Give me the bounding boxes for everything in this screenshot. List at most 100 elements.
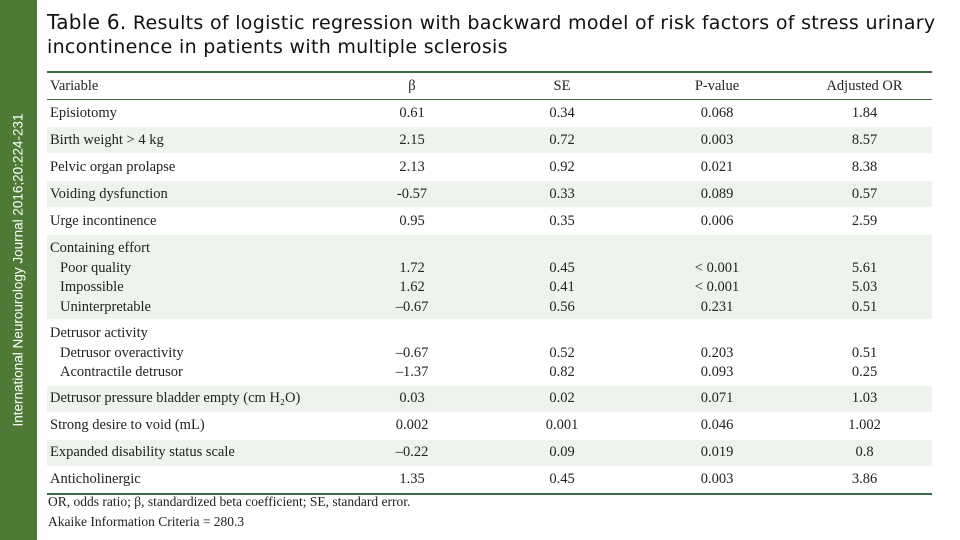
journal-citation: International Neurourology Journal 2016;…: [10, 113, 26, 427]
cell-beta: 0.03: [399, 390, 425, 406]
cell-beta: 0.95: [399, 212, 425, 229]
sub-value: < 0.001: [694, 279, 740, 295]
cell-or: 8.57: [851, 131, 878, 148]
cell-se: 0.34: [549, 104, 575, 121]
cell-se: 0.45 0.41 0.56: [487, 235, 637, 320]
table-row: Voiding dysfunction -0.57 0.33 0.089 0.57: [47, 180, 932, 208]
sub-value: 0.093: [700, 364, 734, 380]
sub-value: 0.82: [549, 364, 575, 380]
spacer: [797, 324, 932, 344]
sub-value: 0.45: [549, 259, 575, 276]
sub-value: 0.41: [549, 279, 575, 295]
cell-or: 0.57: [851, 185, 878, 202]
table-row: Detrusor pressure bladder empty (cm H₂O)…: [47, 385, 932, 412]
cell-beta: 0.002: [395, 417, 429, 433]
sub-variable: Impossible: [60, 279, 124, 295]
sub-value: 5.03: [851, 279, 878, 295]
sub-value: –1.37: [395, 364, 429, 380]
table-group-row: Containing effort Poor quality Impossible U…: [47, 234, 932, 320]
header-row: Variable β SE P-value Adjusted OR: [47, 72, 932, 100]
sub-value: 0.231: [700, 298, 734, 315]
footnote-aic: Akaike Information Criteria = 280.3: [48, 514, 245, 529]
journal-sidebar: International Neurourology Journal 2016;…: [0, 0, 37, 540]
group-label: Containing effort: [50, 240, 151, 256]
cell-variable: Episiotomy: [50, 104, 117, 121]
cell-or: 0.8: [855, 444, 874, 460]
sub-value: < 0.001: [694, 259, 740, 276]
table-group-row: Detrusor activity Detrusor overactivity Ac…: [47, 319, 932, 386]
cell-se: 0.92: [549, 158, 575, 175]
cell-variable: Voiding dysfunction: [50, 185, 168, 202]
header-adjusted-or: Adjusted OR: [826, 77, 903, 94]
table-caption: Results of logistic regression with back…: [47, 12, 936, 58]
cell-beta: -0.57: [396, 185, 428, 202]
sub-value: –0.67: [395, 298, 429, 315]
sub-value: 0.203: [700, 344, 734, 361]
cell-se: 0.09: [549, 444, 575, 460]
table-title: Table 6. Results of logistic regression …: [47, 10, 960, 59]
sub-variable: Uninterpretable: [60, 298, 151, 315]
cell-or: 8.38: [851, 158, 878, 175]
sub-value: 0.56: [549, 298, 575, 315]
table-row: Urge incontinence 0.95 0.35 0.006 2.59: [47, 207, 932, 235]
cell-p: 0.021: [700, 158, 734, 175]
header-beta: β: [408, 77, 416, 94]
cell-p: 0.003: [700, 131, 734, 148]
cell-variable: Containing effort Poor quality Impossible U…: [47, 235, 337, 320]
cell-p: 0.019: [700, 444, 734, 460]
header-se: SE: [553, 77, 571, 94]
cell-p: < 0.001 < 0.001 0.231: [637, 235, 797, 320]
sub-variable: Detrusor overactivity: [60, 344, 184, 361]
cell-or: 1.84: [851, 104, 878, 121]
cell-p: 0.089: [700, 185, 734, 202]
sub-value: 0.52: [549, 344, 575, 361]
spacer: [797, 239, 932, 259]
group-label: Detrusor activity: [50, 325, 148, 341]
cell-variable: Detrusor pressure bladder empty (cm H₂O): [50, 390, 301, 406]
cell-or: 2.59: [851, 212, 878, 229]
cell-variable: Pelvic organ prolapse: [50, 158, 176, 175]
sub-value: 0.51: [851, 298, 878, 315]
spacer: [487, 324, 637, 344]
cell-variable: Birth weight > 4 kg: [50, 131, 164, 148]
cell-beta: 0.61: [399, 104, 425, 121]
sub-value: 1.62: [399, 279, 425, 295]
spacer: [637, 239, 797, 259]
cell-p: 0.203 0.093: [637, 320, 797, 386]
sub-value: 0.25: [851, 364, 878, 380]
table-row: Expanded disability status scale –0.22 0.0…: [47, 439, 932, 466]
cell-p: 0.006: [700, 212, 734, 229]
cell-beta: 2.13: [399, 158, 425, 175]
header-p-value: P-value: [694, 77, 740, 94]
cell-se: 0.001: [545, 417, 579, 433]
cell-or: 3.86: [851, 471, 878, 487]
table-row: Episiotomy 0.61 0.34 0.068 1.84: [47, 99, 932, 127]
cell-variable: Expanded disability status scale: [50, 444, 235, 460]
cell-p: 0.068: [700, 104, 734, 121]
header-variable: Variable: [50, 77, 99, 94]
cell-se: 0.35: [549, 212, 575, 229]
sub-value: 1.72: [399, 259, 425, 276]
cell-se: 0.02: [549, 390, 575, 406]
spacer: [337, 324, 487, 344]
table-row: Birth weight > 4 kg 2.15 0.72 0.003 8.57: [47, 126, 932, 154]
regression-table: Variable β SE P-value Adjusted OR Episio…: [47, 71, 932, 495]
cell-variable: Strong desire to void (mL): [50, 417, 205, 433]
spacer: [637, 324, 797, 344]
sub-value: 0.51: [851, 344, 878, 361]
sub-variable: Poor quality: [60, 259, 132, 276]
spacer: [337, 239, 487, 259]
footnote-abbreviations: OR, odds ratio; β, standardized beta coe…: [48, 494, 411, 509]
cell-beta: 1.72 1.62 –0.67: [337, 235, 487, 320]
cell-variable: Urge incontinence: [50, 212, 157, 229]
cell-se: 0.45: [549, 471, 575, 487]
cell-or: 1.002: [848, 417, 881, 433]
cell-or: 5.61 5.03 0.51: [797, 235, 932, 320]
cell-se: 0.52 0.82: [487, 320, 637, 386]
table-row: Anticholinergic 1.35 0.45 0.003 3.86: [47, 466, 932, 494]
table-row: Pelvic organ prolapse 2.13 0.92 0.021 8.38: [47, 153, 932, 181]
cell-or: 1.03: [851, 390, 878, 406]
cell-beta: –0.67 –1.37: [337, 320, 487, 386]
sub-value: –0.67: [395, 344, 429, 361]
cell-p: 0.046: [700, 417, 734, 433]
